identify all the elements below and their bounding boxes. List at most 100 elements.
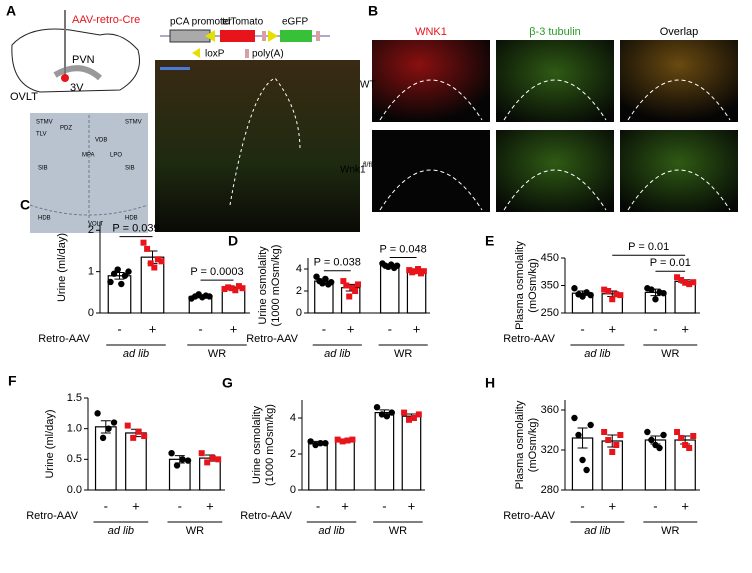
x-tick-label: - (178, 498, 182, 513)
data-point (617, 432, 624, 438)
polya (262, 31, 266, 41)
data-point (587, 291, 594, 299)
y-tick-label: 0.5 (67, 453, 82, 465)
micrograph (496, 40, 614, 122)
data-point (579, 456, 586, 464)
x-tick-label: - (580, 321, 584, 336)
y-tick-label: 0 (290, 484, 296, 496)
data-point (317, 440, 324, 447)
row-label: Retro-AAV (26, 510, 78, 522)
data-point (410, 415, 417, 421)
x-tick-label: - (653, 498, 657, 513)
x-tick-label: + (206, 498, 214, 513)
atlas-label: VOLT (88, 222, 104, 228)
data-point (682, 442, 689, 448)
bar-chart: H 280 320 360 Plasma osmolality (mOsm/kg) - + - +… (485, 375, 700, 537)
y-tick-label: 350 (541, 279, 559, 291)
data-point (99, 434, 107, 442)
data-point (339, 438, 346, 445)
egfp (280, 30, 312, 42)
data-point (209, 455, 216, 462)
y-tick-label: 360 (541, 404, 559, 416)
bar (601, 440, 623, 491)
y-tick-label: 450 (541, 252, 559, 264)
bar (125, 432, 147, 491)
data-point (228, 285, 235, 292)
row-label: Retro-AAV (240, 510, 292, 522)
group-label: WR (208, 348, 226, 360)
data-point (575, 431, 582, 439)
p-value: P = 0.038 (314, 257, 361, 269)
y-axis-label: Urine (ml/day) (44, 409, 56, 478)
data-point (587, 421, 594, 429)
virus-label: AAV-retro-Cre (72, 14, 140, 26)
y-tick-label: 250 (541, 307, 559, 319)
group-label: WR (661, 348, 679, 360)
group-label: ad lib (108, 525, 134, 537)
x-tick-label: + (132, 498, 140, 513)
data-point (343, 282, 350, 289)
x-tick-label: - (117, 321, 121, 336)
row-label: Retro-AAV (38, 333, 90, 345)
construct-label: tdTomato (222, 17, 264, 28)
atlas-label: SIB (38, 166, 48, 172)
construct-label: pCA promoter (170, 17, 232, 28)
x-tick-label: + (230, 321, 238, 336)
data-point (118, 280, 125, 288)
data-point (415, 411, 422, 418)
data-point (648, 286, 655, 293)
construct-label: eGFP (282, 17, 308, 28)
outline (229, 77, 301, 206)
bar-chart: D 0 2 4 Urine osmolality (1000 mOsm/kg) - + - + Re… (228, 233, 430, 360)
data-point (579, 293, 586, 300)
data-point (349, 284, 356, 291)
bar (379, 265, 400, 314)
data-point (609, 449, 616, 455)
region-label: 3V (70, 82, 84, 94)
data-point (307, 438, 314, 445)
x-tick-label: + (608, 498, 616, 513)
data-point (686, 281, 693, 288)
group-label: ad lib (318, 525, 344, 537)
panel-letter: B (368, 3, 378, 19)
row-label: Retro-AAV (503, 510, 555, 522)
data-point (678, 277, 685, 283)
region-label: OVLT (10, 91, 38, 103)
group-label: ad lib (584, 348, 610, 360)
panel-letter: F (8, 373, 17, 389)
micrograph (620, 40, 738, 122)
bar (406, 270, 427, 314)
data-point (690, 433, 697, 439)
atlas-label: HDB (125, 216, 138, 222)
data-point (617, 292, 624, 299)
data-point (121, 272, 129, 279)
group-label: WR (389, 525, 407, 537)
bar-chart: G 0 2 4 Urine osmolality (1000 mOsm/kg) - + - + Re… (222, 375, 425, 537)
atlas-label: VDB (95, 138, 107, 144)
bar-chart: F 0.0 0.5 1.0 1.5 Urine (ml/day) - + - + Retro-AAV… (8, 373, 225, 537)
data-point (660, 431, 667, 439)
data-point (110, 270, 118, 277)
panel-a: A AAV-retro-Cre PVN OVLT 3V (6, 3, 360, 233)
bar (674, 280, 696, 314)
p-value: P = 0.0003 (190, 266, 243, 278)
data-point (124, 422, 131, 429)
data-point (644, 428, 651, 436)
data-point (114, 266, 121, 273)
bar (308, 442, 328, 491)
data-point (158, 258, 165, 265)
bar (374, 412, 395, 491)
ventricle (53, 65, 103, 81)
micrograph (155, 60, 360, 232)
construct-label: poly(A) (252, 49, 284, 60)
data-point (147, 260, 154, 267)
group-label: WR (394, 348, 412, 360)
atlas-label: STMV (36, 120, 53, 126)
loxp (205, 30, 215, 42)
data-point (349, 436, 356, 443)
data-point (221, 286, 228, 293)
y-tick-label: 2 (88, 224, 94, 236)
data-point (105, 425, 112, 432)
micrograph (496, 130, 614, 212)
x-tick-label: - (580, 498, 584, 513)
